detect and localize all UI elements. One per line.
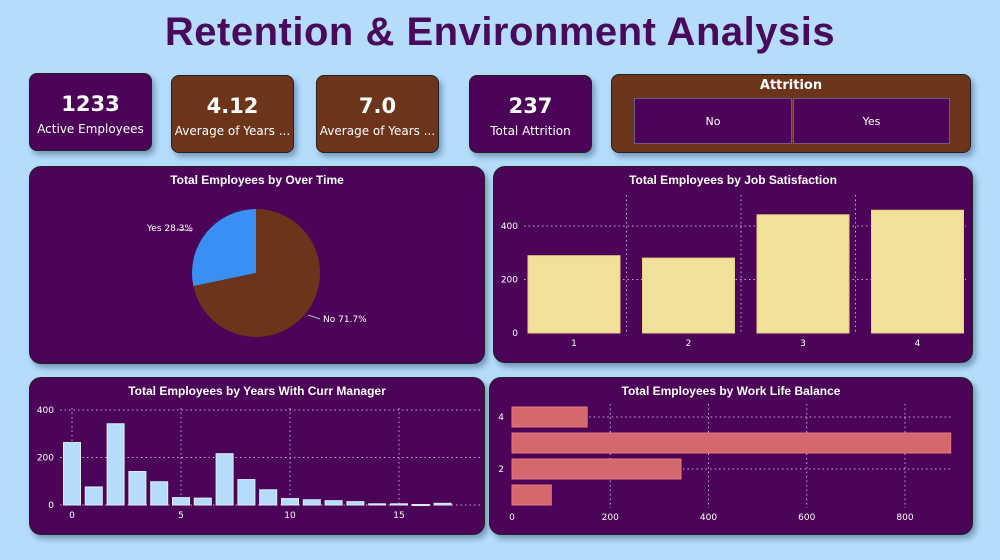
attrition-slicer: Attrition No Yes xyxy=(611,74,971,153)
overtime-pie-chart: Yes 28.3% No 71.7% xyxy=(146,209,367,337)
bar-1 xyxy=(84,486,103,506)
y-tick-label: 400 xyxy=(501,222,518,232)
bar-17 xyxy=(433,502,452,506)
bar-2 xyxy=(511,458,682,480)
kpi-label: Active Employees xyxy=(37,122,144,136)
bar-2 xyxy=(106,423,125,506)
bar-4 xyxy=(511,406,588,428)
x-tick-label: 4 xyxy=(915,339,921,349)
x-tick-label: 1 xyxy=(571,339,577,349)
x-tick-label: 5 xyxy=(178,511,184,521)
bar-7 xyxy=(215,453,234,506)
bar-10 xyxy=(281,498,299,506)
years-manager-panel: Total Employees by Years With Curr Manag… xyxy=(29,377,485,535)
kpi-value: 1233 xyxy=(61,92,120,116)
y-tick-label: 200 xyxy=(37,454,54,464)
pie-leader-no xyxy=(307,314,321,320)
work-life-balance-chart: 0 200 400 600 800 4 2 xyxy=(498,404,952,523)
x-tick-label: 10 xyxy=(284,511,296,521)
bar-3 xyxy=(128,471,147,506)
bar-16 xyxy=(411,504,430,507)
bar-1 xyxy=(527,255,621,334)
chart-title: Total Employees by Work Life Balance xyxy=(621,384,841,398)
kpi-label: Total Attrition xyxy=(490,124,571,138)
bar-3 xyxy=(511,432,952,454)
kpi-label: Average of Years ... xyxy=(319,124,436,138)
y-tick-label: 2 xyxy=(498,465,504,475)
bar-1 xyxy=(511,484,552,506)
kpi-value: 7.0 xyxy=(358,94,397,118)
kpi-active-employees: 1233 Active Employees xyxy=(29,73,152,151)
bar-14 xyxy=(368,503,387,506)
kpi-average-years-1: 4.12 Average of Years ... xyxy=(171,75,294,153)
job-satisfaction-chart: 0 200 400 1 2 3 4 xyxy=(501,195,966,349)
bar-6 xyxy=(193,497,212,506)
x-tick-label: 800 xyxy=(896,513,913,523)
overtime-pie-panel: Total Employees by Over Time Yes 28.3% No… xyxy=(29,166,485,364)
x-tick-label: 2 xyxy=(686,339,692,349)
y-tick-label: 0 xyxy=(48,501,54,511)
bar-9 xyxy=(259,489,278,506)
x-tick-label: 400 xyxy=(700,513,717,523)
bar-13 xyxy=(346,501,365,506)
pie-label-yes: Yes 28.3% xyxy=(146,224,193,234)
x-tick-label: 15 xyxy=(393,511,404,521)
bar-2 xyxy=(642,257,735,334)
years-manager-chart: 0 200 400 0 5 10 15 xyxy=(37,406,480,521)
x-tick-label: 3 xyxy=(800,339,806,349)
y-tick-label: 4 xyxy=(498,413,504,423)
job-satisfaction-panel: Total Employees by Job Satisfaction 0 200… xyxy=(493,166,973,363)
y-tick-label: 200 xyxy=(501,276,518,286)
chart-title: Total Employees by Over Time xyxy=(170,173,344,187)
bar-15 xyxy=(390,503,408,506)
bar-11 xyxy=(302,499,321,506)
bar-3 xyxy=(756,214,850,334)
kpi-label: Average of Years ... xyxy=(174,124,291,138)
kpi-total-attrition: 237 Total Attrition xyxy=(469,75,592,153)
pie-leader-yes xyxy=(176,228,193,232)
pie-slice-no xyxy=(193,209,321,337)
work-life-balance-panel: Total Employees by Work Life Balance 0 20… xyxy=(489,377,973,535)
bar-0 xyxy=(63,442,81,506)
pie-label-no: No 71.7% xyxy=(323,315,367,325)
kpi-value: 4.12 xyxy=(206,94,259,118)
chart-title: Total Employees by Years With Curr Manag… xyxy=(128,384,386,398)
pie-slice-yes xyxy=(192,209,256,287)
slicer-option-no[interactable]: No xyxy=(634,98,792,144)
y-tick-label: 0 xyxy=(512,329,518,339)
kpi-average-years-2: 7.0 Average of Years ... xyxy=(316,75,439,153)
chart-title: Total Employees by Job Satisfaction xyxy=(629,173,837,187)
bar-5 xyxy=(172,497,190,506)
y-tick-label: 400 xyxy=(37,406,54,416)
kpi-value: 237 xyxy=(508,94,553,118)
dashboard-title: Retention & Environment Analysis xyxy=(164,10,836,54)
x-tick-label: 0 xyxy=(69,511,75,521)
x-tick-label: 200 xyxy=(602,513,619,523)
x-tick-label: 600 xyxy=(798,513,815,523)
bar-8 xyxy=(237,479,256,506)
bar-4 xyxy=(150,481,169,506)
bar-12 xyxy=(324,500,343,506)
x-tick-label: 0 xyxy=(509,513,515,523)
bar-4 xyxy=(871,209,964,334)
slicer-title: Attrition xyxy=(759,78,823,93)
slicer-option-yes[interactable]: Yes xyxy=(793,98,950,144)
